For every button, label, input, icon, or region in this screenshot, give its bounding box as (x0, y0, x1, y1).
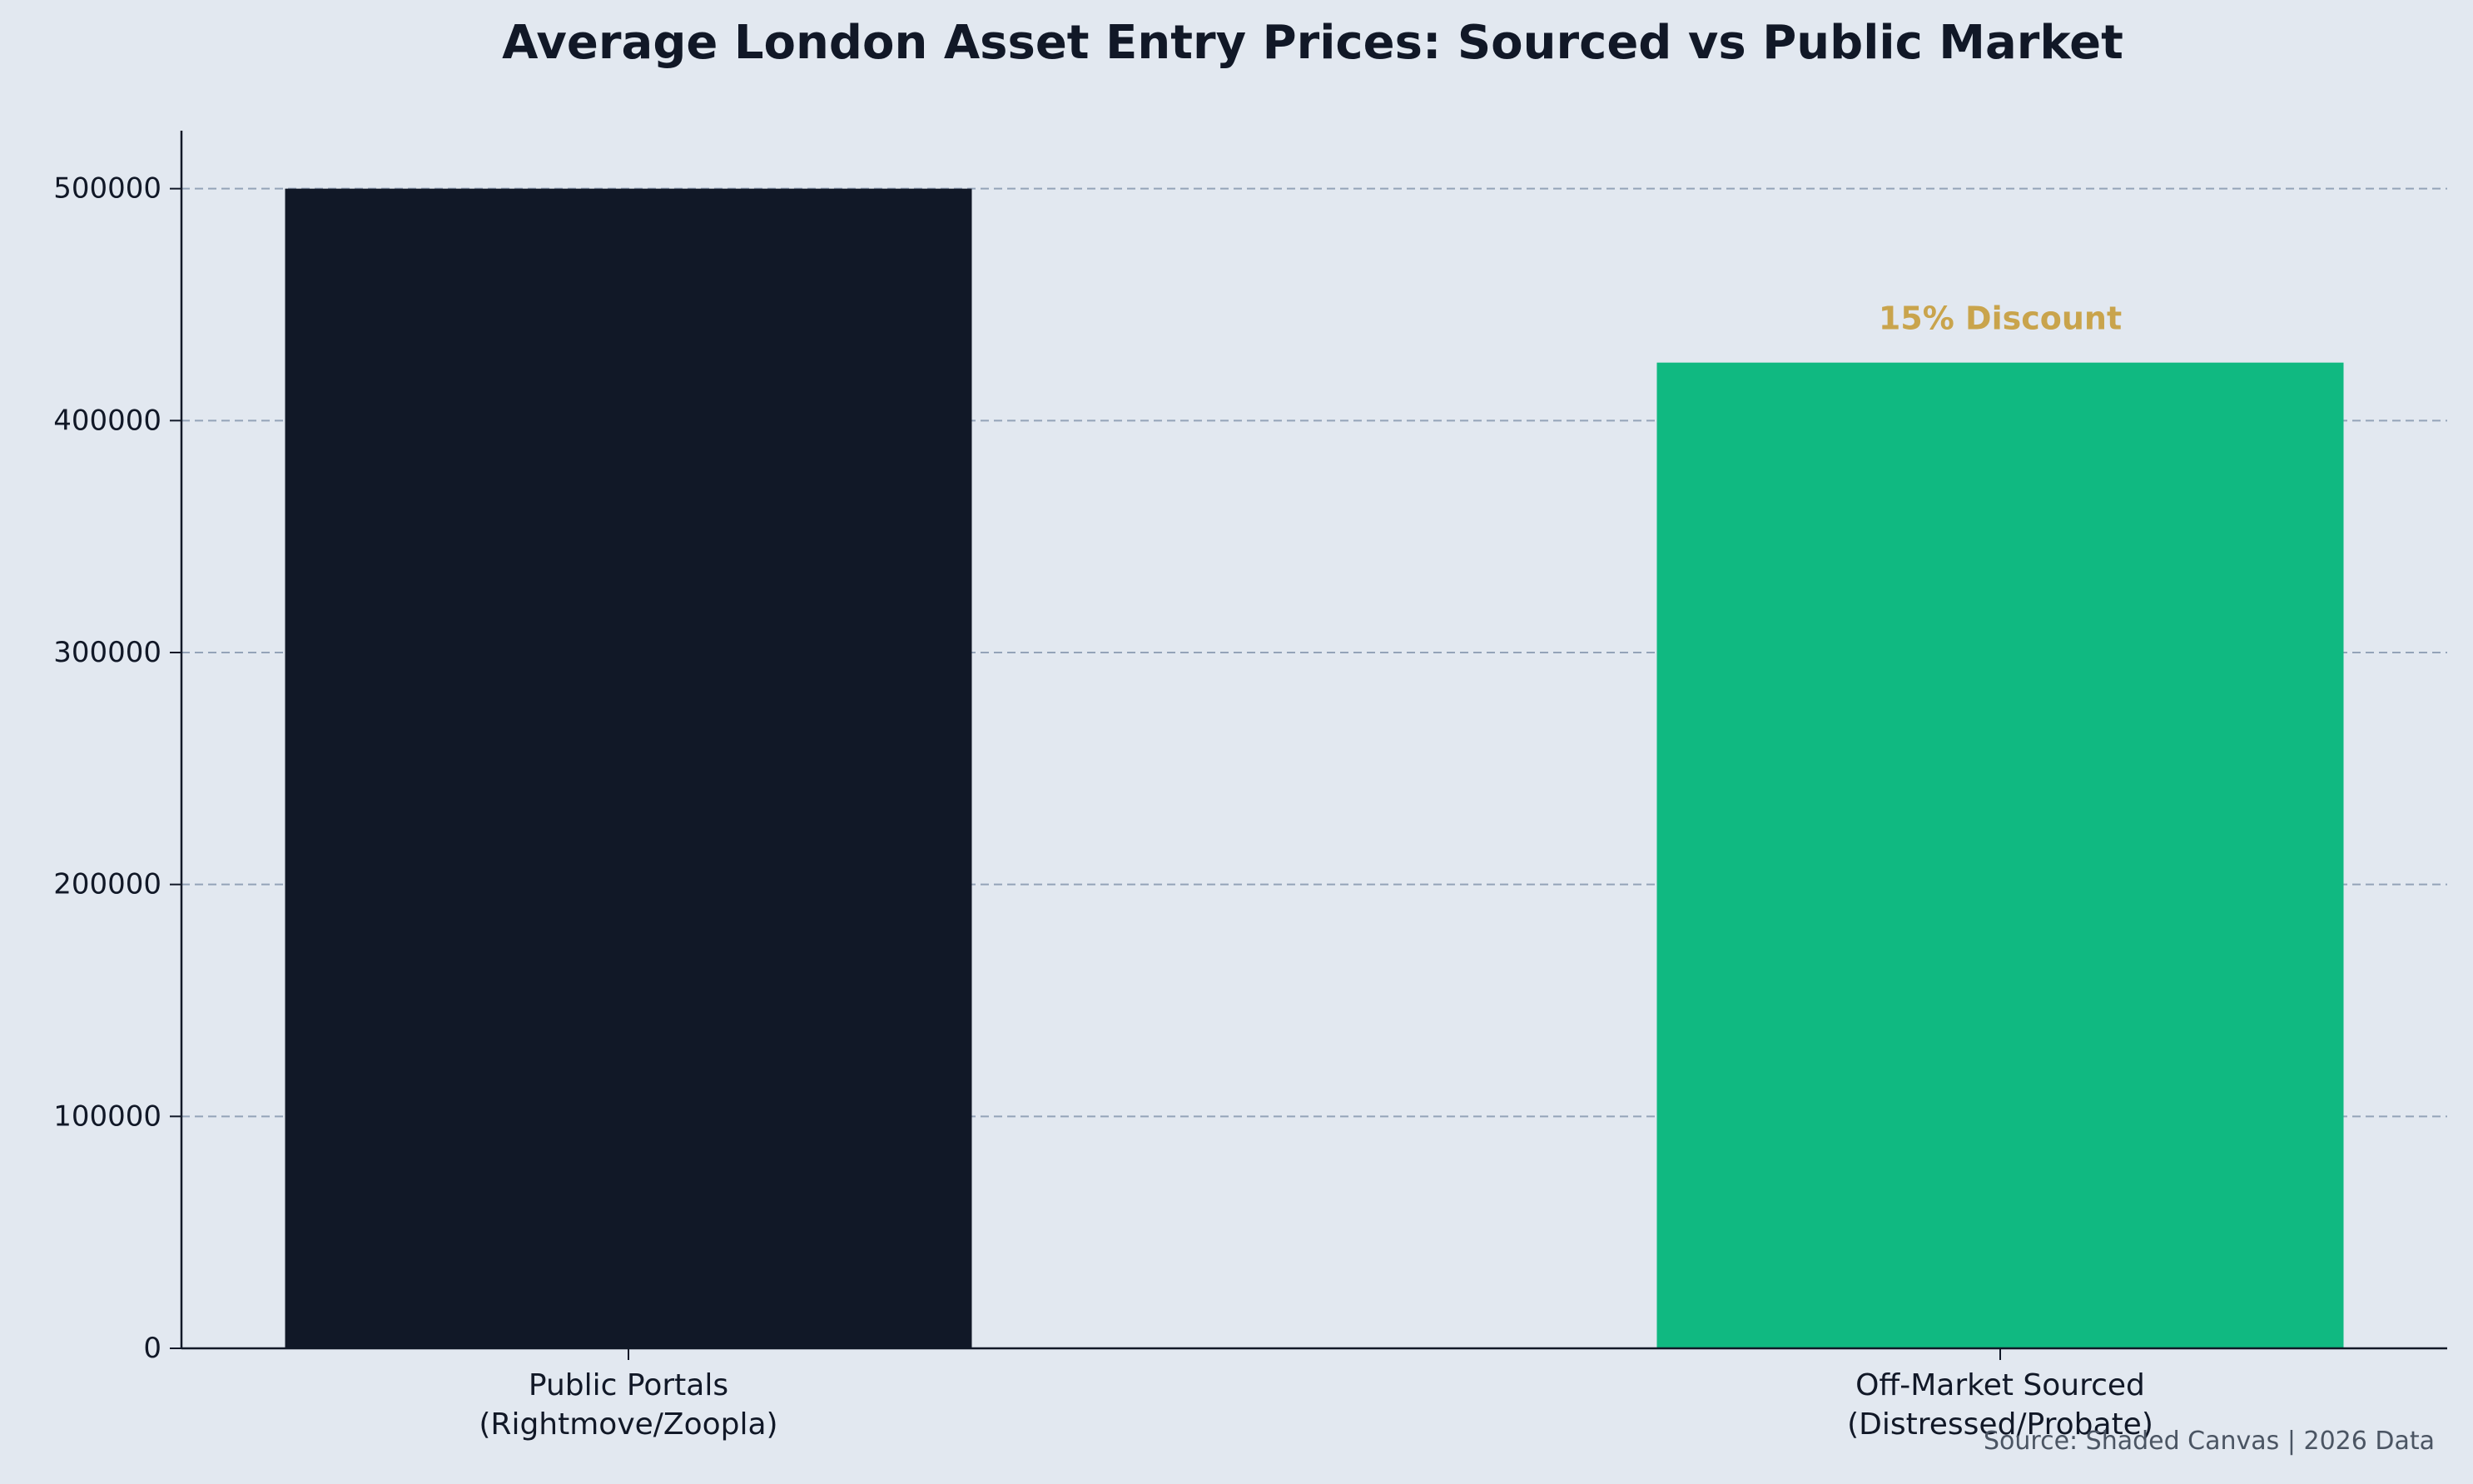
y-tick-label: 300000 (53, 636, 161, 669)
x-tick-label: Off-Market Sourced (Distressed/Probate) (1847, 1368, 2153, 1442)
y-tick-label: 100000 (53, 1099, 161, 1133)
source-note: Source: Shaded Canvas | 2026 Data (1984, 1427, 2435, 1456)
axes (170, 131, 2447, 1360)
chart-title: Average London Asset Entry Prices: Sourc… (502, 16, 2123, 70)
y-tick-label: 400000 (53, 404, 161, 437)
labels: 0 100000 200000 300000 400000 500000 Public Po… (53, 172, 2153, 1442)
bar (285, 188, 972, 1349)
y-tick-label: 0 (143, 1332, 161, 1365)
annotation-label: 15% Discount (1879, 300, 2122, 337)
y-tick-label: 200000 (53, 868, 161, 901)
x-tick-label: Public Portals (Rightmove/Zoopla) (479, 1368, 777, 1442)
bar (1656, 362, 2344, 1349)
bars (285, 188, 2344, 1349)
y-tick-label: 500000 (53, 172, 161, 206)
